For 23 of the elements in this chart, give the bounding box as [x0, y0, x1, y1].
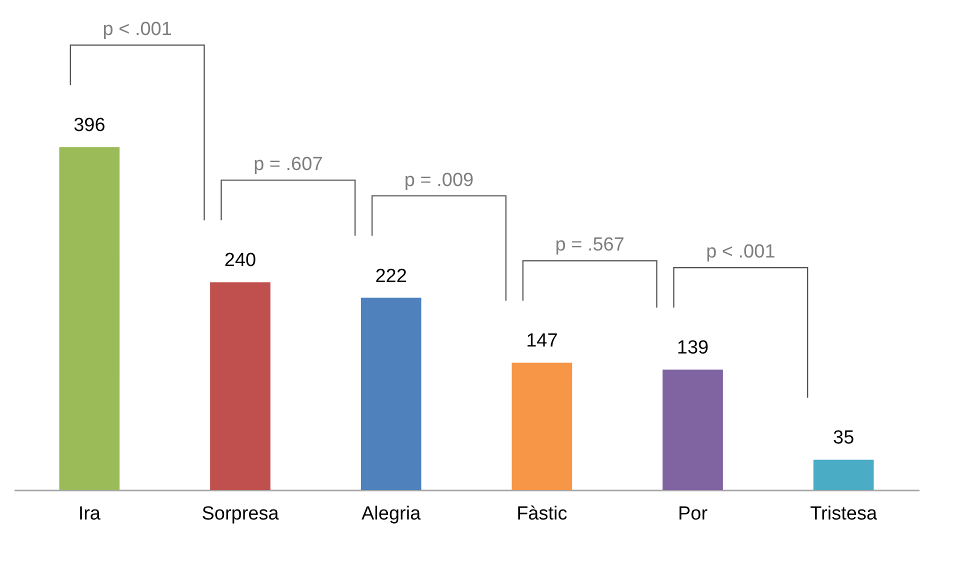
data-label: 35 — [833, 428, 854, 449]
annotation: p = .009 — [404, 170, 474, 191]
bar — [662, 370, 723, 490]
x-tick-label: Ira — [78, 504, 101, 524]
annotation: p < .001 — [706, 242, 776, 263]
data-label: 240 — [224, 250, 256, 272]
data-label: 139 — [676, 338, 709, 359]
annotation: p = .567 — [555, 234, 624, 256]
x-tick-label: Tristesa — [810, 504, 878, 524]
data-label: 396 — [74, 115, 106, 136]
annotation: p = .607 — [254, 154, 323, 176]
x-tick-label: Fàstic — [516, 504, 568, 524]
bar — [59, 147, 120, 490]
x-tick-label: Por — [678, 504, 708, 524]
bar — [512, 362, 572, 490]
x-tick-label: Alegria — [362, 504, 422, 524]
bar — [813, 460, 874, 490]
data-label: 222 — [375, 266, 407, 287]
bar — [360, 298, 422, 490]
data-label: 147 — [526, 330, 558, 352]
text: p < .001 — [102, 19, 172, 40]
x-tick-label: Sorpresa — [202, 504, 280, 524]
bar — [210, 282, 270, 490]
